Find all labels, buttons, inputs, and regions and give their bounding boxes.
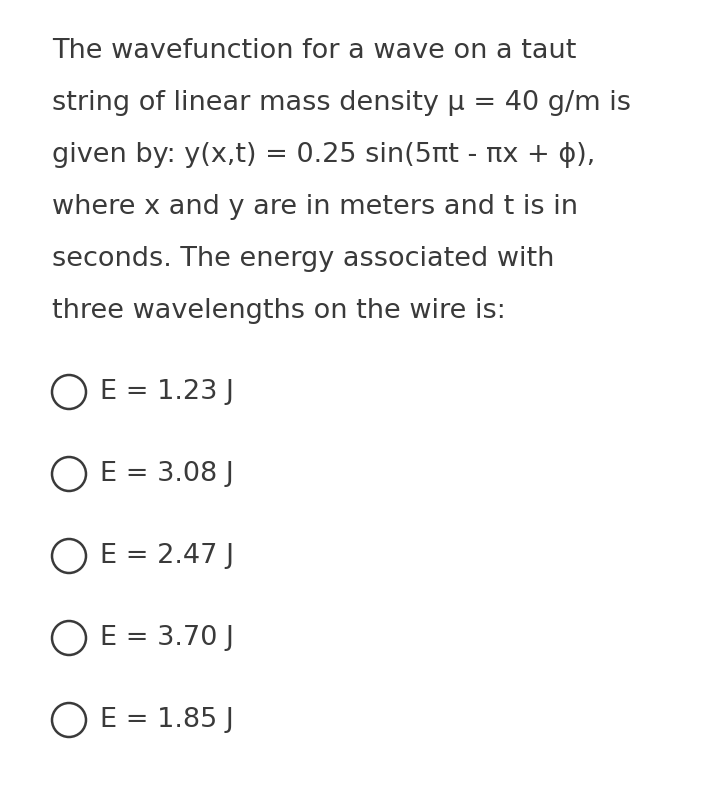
Text: E = 3.70 J: E = 3.70 J bbox=[100, 625, 234, 651]
Text: string of linear mass density μ = 40 g/m is: string of linear mass density μ = 40 g/m… bbox=[52, 90, 631, 116]
Text: The wavefunction for a wave on a taut: The wavefunction for a wave on a taut bbox=[52, 38, 577, 64]
Text: where x and y are in meters and t is in: where x and y are in meters and t is in bbox=[52, 194, 578, 220]
Text: E = 1.85 J: E = 1.85 J bbox=[100, 707, 234, 733]
Text: seconds. The energy associated with: seconds. The energy associated with bbox=[52, 246, 554, 272]
Text: given by: y(x,t) = 0.25 sin(5πt - πx + ϕ),: given by: y(x,t) = 0.25 sin(5πt - πx + ϕ… bbox=[52, 142, 595, 168]
Text: E = 2.47 J: E = 2.47 J bbox=[100, 543, 234, 569]
Text: three wavelengths on the wire is:: three wavelengths on the wire is: bbox=[52, 298, 505, 324]
Text: E = 1.23 J: E = 1.23 J bbox=[100, 379, 234, 405]
Text: E = 3.08 J: E = 3.08 J bbox=[100, 461, 234, 487]
